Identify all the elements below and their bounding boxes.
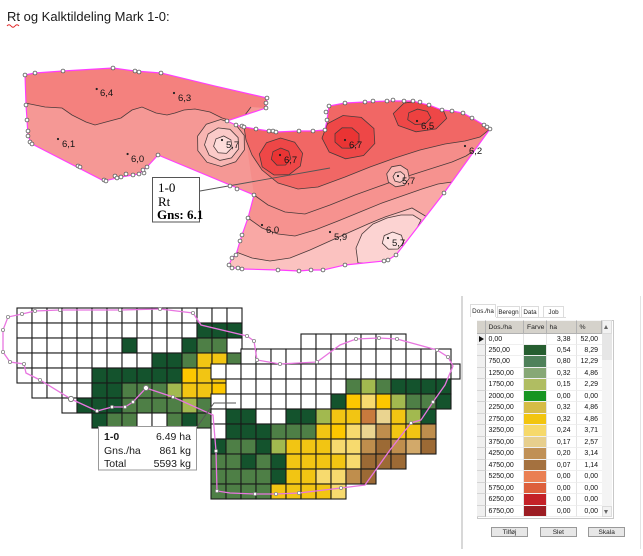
svg-text:Rt: Rt bbox=[158, 194, 171, 209]
svg-text:5,7: 5,7 bbox=[226, 140, 239, 151]
svg-text:6,0: 6,0 bbox=[131, 154, 144, 165]
svg-text:6,7: 6,7 bbox=[284, 155, 297, 166]
svg-text:6,3: 6,3 bbox=[178, 93, 191, 104]
svg-text:5,7: 5,7 bbox=[392, 238, 405, 249]
svg-text:5593 kg: 5593 kg bbox=[154, 458, 192, 470]
svg-text:6.49 ha: 6.49 ha bbox=[156, 431, 191, 443]
svg-text:6,0: 6,0 bbox=[266, 225, 279, 236]
svg-text:Total: Total bbox=[104, 458, 126, 470]
svg-text:6,4: 6,4 bbox=[100, 88, 113, 99]
svg-text:1-0: 1-0 bbox=[104, 431, 119, 443]
svg-text:861 kg: 861 kg bbox=[159, 445, 191, 457]
svg-text:Gns: 6.1: Gns: 6.1 bbox=[157, 207, 203, 222]
svg-text:6,7: 6,7 bbox=[349, 140, 362, 151]
svg-text:5,9: 5,9 bbox=[334, 232, 347, 243]
svg-text:6,2: 6,2 bbox=[469, 146, 482, 157]
svg-text:1-0: 1-0 bbox=[158, 180, 175, 195]
svg-text:Gns./ha: Gns./ha bbox=[104, 445, 141, 457]
svg-text:5,7: 5,7 bbox=[402, 176, 415, 187]
svg-text:6,5: 6,5 bbox=[421, 121, 434, 132]
svg-text:6,1: 6,1 bbox=[62, 139, 75, 150]
